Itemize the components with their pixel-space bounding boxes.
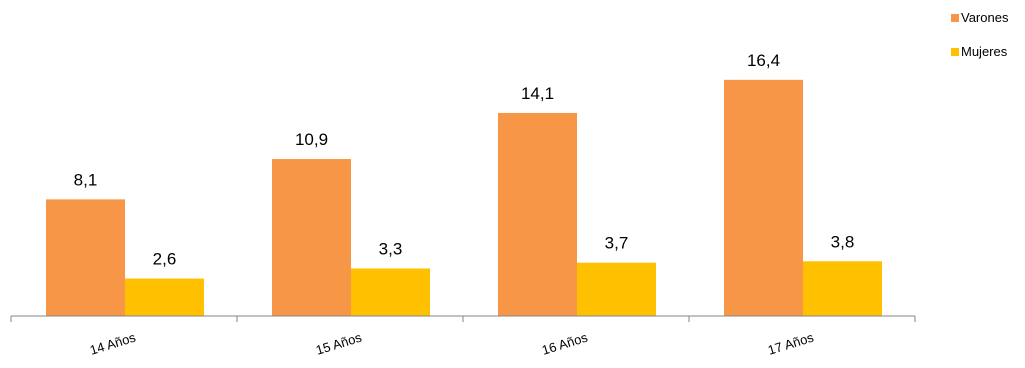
legend-label-varones: Varones <box>961 10 1009 25</box>
data-label-varones-14-anos: 8,1 <box>74 170 98 189</box>
bar-varones-17-anos <box>724 79 803 316</box>
x-tick-label-14-anos: 14 Años <box>88 330 138 358</box>
bar-mujeres-14-anos <box>125 278 204 316</box>
data-label-mujeres-15-anos: 3,3 <box>379 239 403 258</box>
data-labels-layer: 8,1 2,6 10,9 3,3 14,1 3,7 16,4 3,8 <box>74 51 855 269</box>
legend: Varones Mujeres <box>951 10 1009 59</box>
bar-mujeres-16-anos <box>577 262 656 316</box>
legend-swatch-varones <box>951 14 959 22</box>
data-label-varones-16-anos: 14,1 <box>521 84 554 103</box>
data-label-varones-17-anos: 16,4 <box>747 51 780 70</box>
x-axis: 14 Años 15 Años 16 Años 17 Años <box>10 315 916 358</box>
x-tick-label-16-anos: 16 Años <box>540 330 590 358</box>
bars-layer <box>46 79 882 317</box>
data-label-mujeres-16-anos: 3,7 <box>605 234 629 253</box>
bar-mujeres-15-anos <box>351 268 430 316</box>
bar-mujeres-17-anos <box>803 261 882 316</box>
bar-varones-16-anos <box>498 112 577 317</box>
bar-varones-14-anos <box>46 199 125 316</box>
data-label-varones-15-anos: 10,9 <box>295 130 328 149</box>
data-label-mujeres-17-anos: 3,8 <box>831 232 855 251</box>
legend-label-mujeres: Mujeres <box>961 44 1008 59</box>
x-tick-label-15-anos: 15 Años <box>314 330 364 358</box>
legend-swatch-mujeres <box>951 48 959 56</box>
bar-varones-15-anos <box>272 159 351 316</box>
data-label-mujeres-14-anos: 2,6 <box>153 250 177 269</box>
x-tick-label-17-anos: 17 Años <box>766 330 816 358</box>
